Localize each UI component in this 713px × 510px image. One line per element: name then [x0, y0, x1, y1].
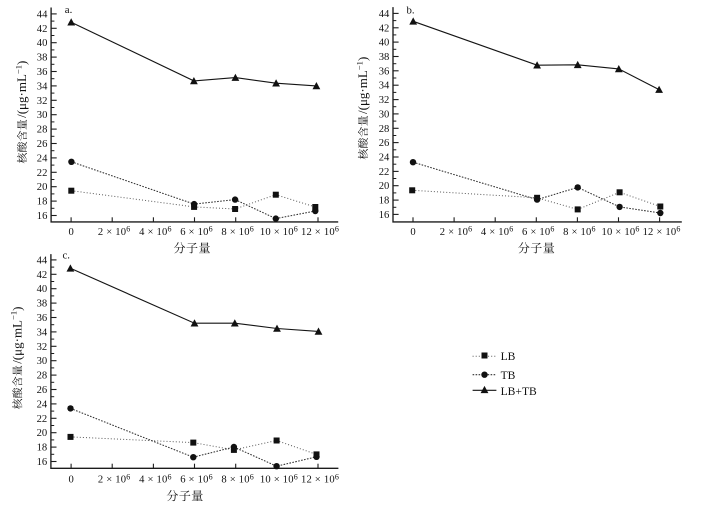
svg-text:34: 34: [37, 327, 48, 338]
svg-text:6 × 106: 6 × 106: [180, 225, 213, 238]
svg-text:44: 44: [379, 9, 390, 20]
svg-text:/(μg·mL−1): /(μg·mL−1): [13, 61, 29, 118]
svg-text:22: 22: [37, 414, 48, 425]
svg-text:8 × 106: 8 × 106: [563, 225, 596, 238]
svg-text:24: 24: [379, 153, 390, 164]
svg-text:28: 28: [37, 125, 48, 136]
svg-text:10 × 106: 10 × 106: [260, 472, 298, 485]
svg-text:10 × 106: 10 × 106: [260, 225, 298, 238]
svg-text:42: 42: [379, 23, 390, 34]
svg-text:6 × 106: 6 × 106: [522, 225, 555, 238]
svg-text:40: 40: [37, 284, 48, 295]
svg-text:28: 28: [379, 124, 390, 135]
svg-text:40: 40: [37, 38, 48, 49]
svg-text:34: 34: [37, 81, 48, 92]
svg-text:42: 42: [37, 270, 48, 281]
svg-text:32: 32: [37, 342, 48, 353]
svg-text:/(μg·mL−1): /(μg·mL−1): [354, 57, 370, 114]
svg-text:8 × 106: 8 × 106: [221, 225, 254, 238]
svg-text:18: 18: [379, 196, 390, 207]
svg-text:c.: c.: [63, 250, 71, 262]
svg-text:30: 30: [379, 109, 390, 120]
svg-text:36: 36: [37, 67, 48, 78]
svg-text:24: 24: [37, 153, 48, 164]
svg-text:TB: TB: [501, 369, 516, 382]
svg-text:b.: b.: [407, 5, 415, 17]
svg-text:2 × 106: 2 × 106: [98, 472, 131, 485]
svg-text:0: 0: [68, 475, 73, 486]
svg-text:16: 16: [37, 211, 48, 222]
svg-text:32: 32: [379, 95, 390, 106]
svg-text:26: 26: [37, 385, 48, 396]
svg-text:2 × 106: 2 × 106: [440, 225, 473, 238]
svg-text:36: 36: [37, 313, 48, 324]
svg-text:20: 20: [37, 182, 48, 193]
svg-text:a.: a.: [65, 4, 73, 16]
svg-text:LB: LB: [501, 350, 516, 363]
svg-text:34: 34: [379, 81, 390, 92]
svg-text:26: 26: [37, 139, 48, 150]
svg-text:22: 22: [37, 168, 48, 179]
svg-text:26: 26: [379, 138, 390, 149]
svg-text:44: 44: [37, 255, 48, 266]
svg-text:38: 38: [37, 53, 48, 64]
svg-text:38: 38: [379, 52, 390, 63]
svg-text:4 × 106: 4 × 106: [139, 225, 172, 238]
svg-text:42: 42: [37, 24, 48, 35]
svg-text:12 × 106: 12 × 106: [301, 472, 339, 485]
svg-text:12 × 106: 12 × 106: [301, 225, 339, 238]
svg-text:6 × 106: 6 × 106: [180, 472, 213, 485]
svg-text:36: 36: [379, 66, 390, 77]
svg-text:8 × 106: 8 × 106: [221, 472, 254, 485]
svg-text:/(μg·mL−1): /(μg·mL−1): [9, 307, 25, 364]
svg-text:22: 22: [379, 167, 390, 178]
svg-text:16: 16: [37, 457, 48, 468]
svg-text:30: 30: [37, 356, 48, 367]
svg-text:20: 20: [379, 181, 390, 192]
svg-text:4 × 106: 4 × 106: [139, 472, 172, 485]
svg-text:12 × 106: 12 × 106: [643, 225, 681, 238]
svg-text:16: 16: [379, 210, 390, 221]
svg-text:0: 0: [410, 227, 415, 238]
svg-text:32: 32: [37, 96, 48, 107]
svg-text:LB+TB: LB+TB: [501, 385, 537, 398]
svg-text:10 × 106: 10 × 106: [601, 225, 639, 238]
svg-text:20: 20: [37, 428, 48, 439]
svg-text:18: 18: [37, 443, 48, 454]
svg-text:38: 38: [37, 299, 48, 310]
svg-text:24: 24: [37, 399, 48, 410]
svg-text:2 × 106: 2 × 106: [98, 225, 131, 238]
svg-text:28: 28: [37, 371, 48, 382]
svg-text:18: 18: [37, 197, 48, 208]
svg-text:40: 40: [379, 38, 390, 49]
svg-text:44: 44: [37, 9, 48, 20]
svg-text:4 × 106: 4 × 106: [481, 225, 514, 238]
svg-text:30: 30: [37, 110, 48, 121]
svg-text:0: 0: [68, 227, 73, 238]
